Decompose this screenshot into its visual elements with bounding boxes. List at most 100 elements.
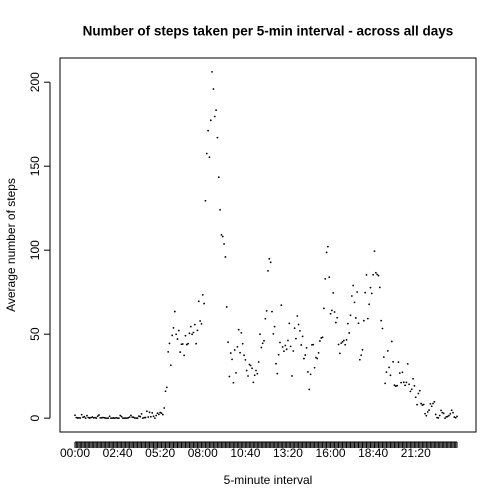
point xyxy=(169,364,172,367)
point xyxy=(324,277,327,280)
point xyxy=(155,414,158,417)
point xyxy=(149,415,152,418)
point xyxy=(366,317,369,320)
point xyxy=(397,361,400,364)
point xyxy=(127,416,130,419)
point xyxy=(332,292,335,294)
point xyxy=(453,416,456,418)
plot-box xyxy=(59,57,477,433)
point xyxy=(377,274,380,277)
x-tick-label: 02:40 xyxy=(103,446,133,460)
point xyxy=(237,328,240,331)
point xyxy=(303,357,305,360)
point xyxy=(353,301,356,304)
point xyxy=(257,361,260,363)
point xyxy=(168,342,171,345)
point xyxy=(140,412,143,415)
point xyxy=(191,333,194,336)
point xyxy=(370,292,373,295)
point xyxy=(228,375,231,378)
point xyxy=(295,337,297,340)
point xyxy=(374,271,377,274)
point xyxy=(256,372,259,375)
point xyxy=(344,343,347,346)
x-axis-title: 5-minute interval xyxy=(224,473,313,487)
point xyxy=(119,414,122,417)
point xyxy=(345,338,348,341)
point xyxy=(79,417,82,419)
point xyxy=(116,417,119,420)
point xyxy=(95,417,98,420)
point xyxy=(216,136,219,139)
point xyxy=(376,273,379,276)
point xyxy=(122,417,124,420)
point xyxy=(236,346,239,348)
point xyxy=(151,412,154,414)
y-tick-label: 150 xyxy=(28,156,42,176)
point xyxy=(153,417,156,420)
x-tick-label: 16:00 xyxy=(316,446,346,460)
point xyxy=(221,235,224,238)
point xyxy=(187,342,190,345)
point xyxy=(212,88,215,90)
point xyxy=(144,416,147,419)
point xyxy=(147,416,150,418)
point xyxy=(139,415,142,418)
point xyxy=(300,344,303,346)
point xyxy=(307,371,309,373)
point xyxy=(358,358,361,361)
point xyxy=(189,325,192,328)
point xyxy=(118,417,120,420)
point xyxy=(183,354,186,357)
point xyxy=(409,390,412,393)
point xyxy=(386,350,389,352)
point xyxy=(301,335,304,338)
point xyxy=(340,342,343,345)
point xyxy=(405,381,408,384)
point xyxy=(131,416,134,419)
point xyxy=(267,269,269,272)
point xyxy=(184,334,187,337)
point xyxy=(348,332,351,334)
y-tick-label: 200 xyxy=(28,72,42,92)
point xyxy=(124,417,127,420)
point xyxy=(433,400,436,403)
point xyxy=(337,343,340,346)
point xyxy=(211,70,213,73)
point xyxy=(450,409,453,412)
point xyxy=(322,307,325,310)
point xyxy=(265,309,268,312)
point xyxy=(385,371,388,374)
point xyxy=(288,322,291,325)
point xyxy=(111,417,114,420)
point xyxy=(120,415,123,418)
point xyxy=(321,336,324,339)
point xyxy=(272,332,275,335)
point xyxy=(380,319,383,322)
point xyxy=(227,341,229,344)
point xyxy=(372,273,375,276)
point xyxy=(333,311,336,313)
point xyxy=(217,176,220,179)
point xyxy=(315,356,317,359)
point xyxy=(361,348,364,351)
x-tick-label: 21:20 xyxy=(401,446,431,460)
point xyxy=(390,340,393,343)
point xyxy=(418,389,421,392)
point xyxy=(132,416,135,419)
point xyxy=(176,338,179,340)
point xyxy=(253,374,256,377)
point xyxy=(252,381,255,384)
chart-title: Number of steps taken per 5-min interval… xyxy=(83,24,454,39)
point xyxy=(204,199,207,202)
point xyxy=(244,358,247,361)
point xyxy=(235,371,237,374)
point xyxy=(231,358,233,361)
point xyxy=(350,295,353,297)
point xyxy=(440,409,442,412)
point xyxy=(247,375,249,377)
point xyxy=(429,402,432,405)
point xyxy=(173,310,176,313)
point xyxy=(325,251,328,254)
point xyxy=(430,405,433,408)
